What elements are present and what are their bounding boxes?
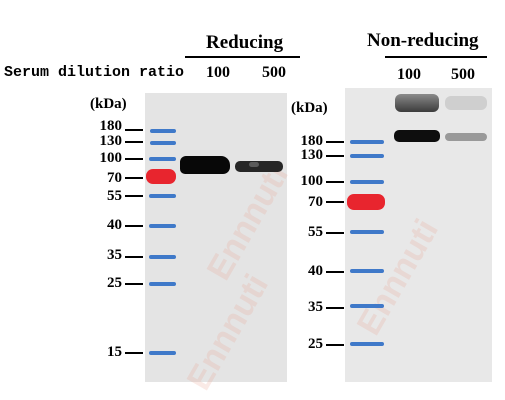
ladder-band — [150, 129, 176, 133]
mw-label: 25 — [107, 275, 122, 291]
ladder-band — [149, 157, 176, 161]
mw-tick — [326, 307, 344, 309]
band-highlight — [249, 162, 259, 167]
ladder-band — [149, 255, 176, 259]
mw-label: 40 — [308, 263, 323, 279]
mw-label: 15 — [107, 344, 122, 360]
mw-tick — [125, 141, 143, 143]
mw-label: 35 — [308, 299, 323, 315]
mw-tick — [326, 141, 344, 143]
mw-label: 25 — [308, 336, 323, 352]
band-nonreducing-100 — [394, 130, 440, 142]
ladder-band — [350, 269, 384, 273]
kda-label-left: (kDa) — [90, 96, 127, 112]
mw-label: 180 — [300, 133, 324, 149]
mw-label: 130 — [99, 133, 123, 149]
header-non-reducing: Non-reducing — [367, 30, 479, 51]
mw-tick — [125, 352, 143, 354]
ladder-band — [350, 180, 384, 184]
header-reducing: Reducing — [206, 32, 284, 53]
mw-tick — [326, 201, 344, 203]
kda-label-right: (kDa) — [291, 100, 328, 116]
mw-label: 35 — [107, 247, 122, 263]
watermark: Ennnuti — [179, 267, 276, 397]
mw-tick — [125, 225, 143, 227]
band-reducing-500 — [235, 161, 283, 172]
ladder-band-red — [347, 194, 385, 210]
band-nonreducing-500-top — [445, 96, 487, 110]
mw-tick — [125, 256, 143, 258]
ladder-band — [350, 140, 384, 144]
mw-label: 180 — [99, 118, 123, 134]
mw-label: 40 — [107, 217, 122, 233]
mw-label: 100 — [300, 173, 324, 189]
mw-tick — [125, 129, 143, 131]
lane-label-reducing-100: 100 — [206, 64, 230, 81]
serum-dilution-label: Serum dilution ratio — [4, 64, 185, 81]
mw-tick — [326, 181, 344, 183]
mw-tick — [125, 195, 143, 197]
band-nonreducing-500 — [445, 133, 487, 141]
underline-non-reducing — [385, 56, 487, 58]
ladder-band — [150, 141, 176, 145]
ladder-band-red — [146, 169, 176, 184]
mw-tick — [125, 283, 143, 285]
band-nonreducing-100-top — [395, 94, 439, 112]
lane-label-nonreducing-100: 100 — [397, 66, 421, 83]
ladder-band — [149, 351, 176, 355]
ladder-band — [149, 224, 176, 228]
mw-label: 70 — [107, 170, 122, 186]
mw-tick — [125, 158, 143, 160]
ladder-band — [350, 304, 384, 308]
underline-reducing — [185, 56, 300, 58]
blot-reducing: Ennnuti Ennnuti — [145, 93, 296, 397]
ladder-band — [350, 154, 384, 158]
lane-label-nonreducing-500: 500 — [451, 66, 475, 83]
mw-tick — [326, 344, 344, 346]
mw-label: 55 — [107, 188, 122, 204]
mw-tick — [326, 155, 344, 157]
mw-tick — [326, 271, 344, 273]
ladder-band — [350, 230, 384, 234]
band-reducing-100 — [180, 156, 230, 174]
mw-label: 130 — [300, 147, 324, 163]
mw-label: 70 — [308, 194, 323, 210]
lane-label-reducing-500: 500 — [262, 64, 286, 81]
mw-label: 100 — [99, 150, 123, 166]
ladder-band — [350, 342, 384, 346]
mw-tick — [125, 177, 143, 179]
blot-non-reducing: Ennnuti — [345, 88, 492, 382]
mw-tick — [326, 232, 344, 234]
mw-label: 55 — [308, 224, 323, 240]
ladder-band — [149, 282, 176, 286]
ladder-band — [149, 194, 176, 198]
